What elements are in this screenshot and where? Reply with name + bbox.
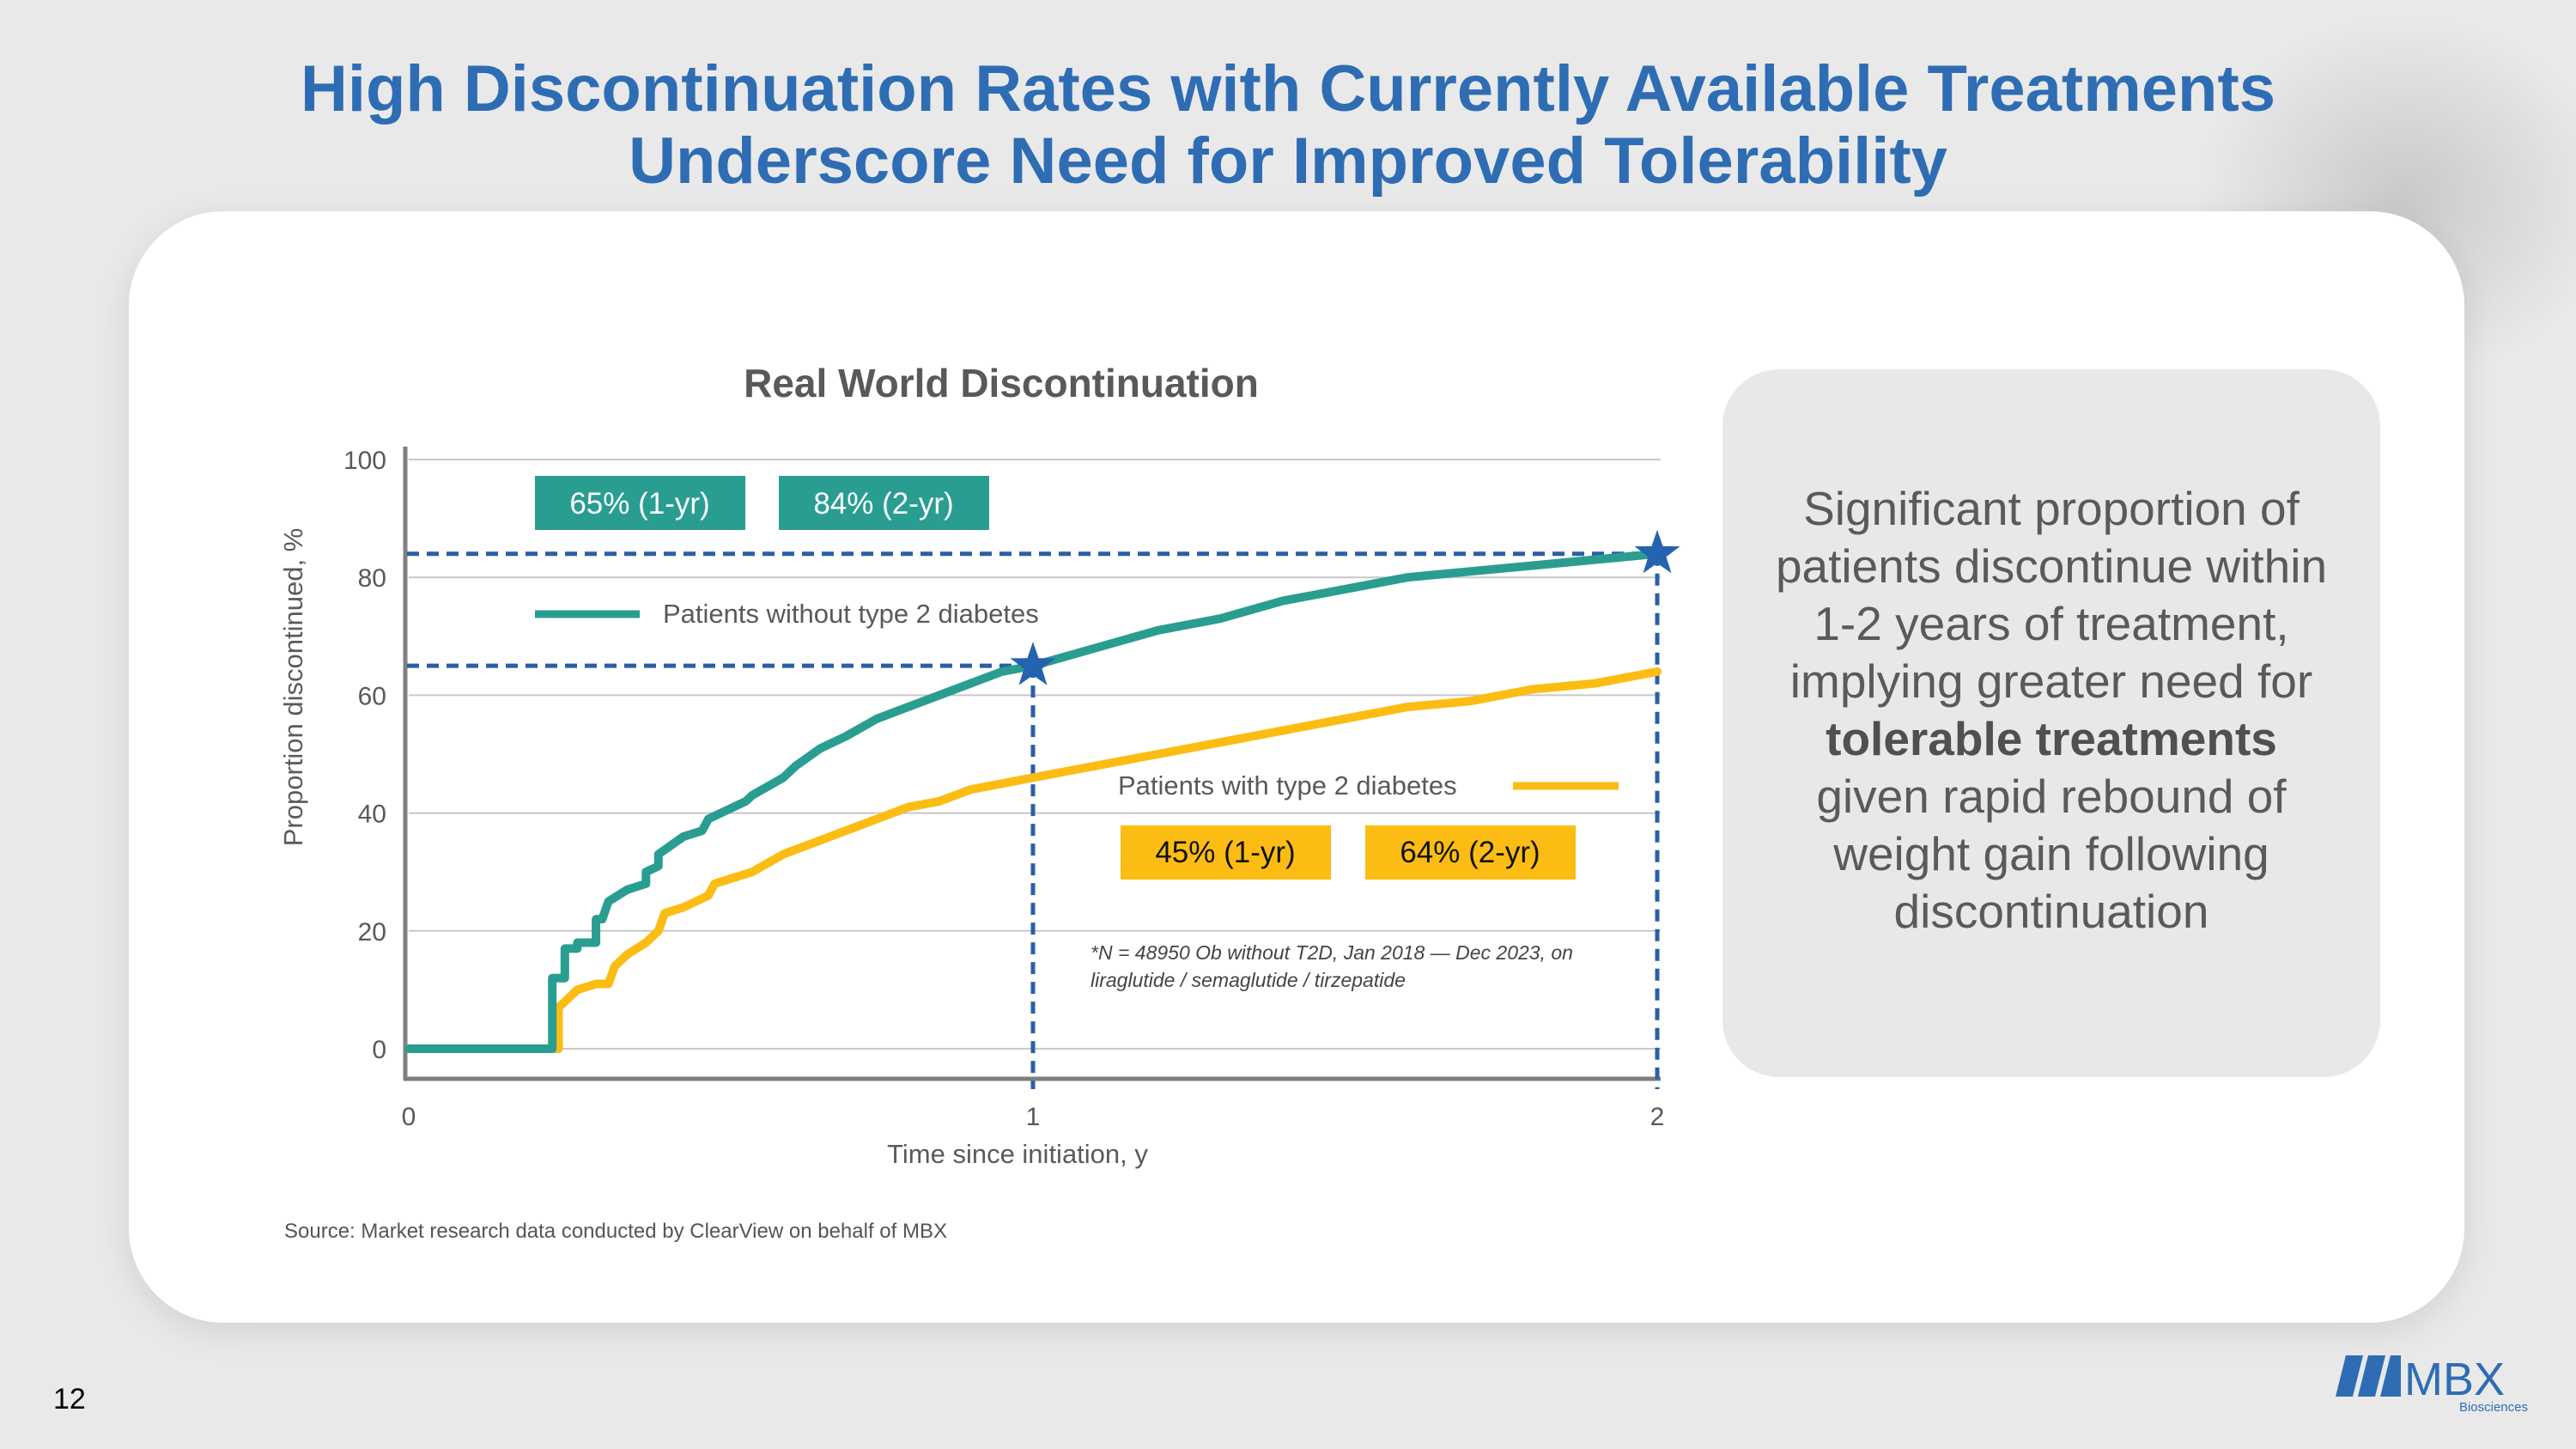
yellow-series-line xyxy=(404,667,1662,1053)
y-tick-label: 40 xyxy=(358,801,386,829)
page-title-line2: Underscore Need for Improved Tolerabilit… xyxy=(629,125,1947,198)
page-number: 12 xyxy=(53,1383,86,1416)
yellow-2yr-badge xyxy=(1365,825,1576,880)
teal-2yr-badge xyxy=(779,476,989,530)
teal-legend-label: Patients without type 2 diabetes xyxy=(663,599,1039,629)
mbx-logo-mark-icon xyxy=(2336,1355,2401,1397)
page-title: High Discontinuation Rates with Currentl… xyxy=(0,53,2576,198)
teal-series-line xyxy=(404,549,1662,1053)
mbx-logo: MBX Biosciences xyxy=(2336,1354,2528,1414)
teal-1yr-badge xyxy=(535,476,745,530)
key-insight-panel: Significant proportion of patients disco… xyxy=(1722,369,2380,1077)
source-note: Source: Market research data conducted b… xyxy=(284,1220,947,1243)
star-marker-icon xyxy=(1634,529,1680,574)
insight-line: given rapid rebound of xyxy=(1816,770,2287,823)
chart-footnote-line1: *N = 48950 Ob without T2D, Jan 2018 — De… xyxy=(1091,941,1573,964)
yellow-1yr-label: 45% (1-yr) xyxy=(1155,836,1295,869)
insight-line: 1-2 years of treatment, xyxy=(1814,597,2289,650)
page-title-line1: High Discontinuation Rates with Currentl… xyxy=(300,52,2276,125)
x-tick-label: 1 xyxy=(1026,1103,1041,1131)
mbx-logo-text: MBX xyxy=(2404,1354,2505,1405)
insight-emphasis: tolerable treatments xyxy=(1826,712,2277,765)
teal-2yr-label: 84% (2-yr) xyxy=(813,487,953,521)
y-tick-label: 0 xyxy=(372,1036,386,1064)
insight-line: patients discontinue within xyxy=(1775,539,2328,593)
mbx-logo-subtext: Biosciences xyxy=(2459,1400,2528,1414)
x-axis-label: Time since initiation, y xyxy=(887,1139,1148,1169)
insight-line: Significant proportion of xyxy=(1803,482,2300,535)
x-tick-label: 0 xyxy=(402,1103,416,1131)
chart-footnote-line2: liraglutide / semaglutide / tirzepatide xyxy=(1091,969,1406,991)
insight-line: discontinuation xyxy=(1893,885,2209,938)
teal-1yr-label: 65% (1-yr) xyxy=(569,487,709,521)
insight-line: weight gain following xyxy=(1833,827,2269,880)
y-tick-label: 60 xyxy=(358,682,386,710)
yellow-1yr-badge xyxy=(1121,825,1331,880)
star-marker-icon xyxy=(1010,642,1056,685)
x-tick-label: 2 xyxy=(1650,1103,1665,1131)
y-tick-label: 100 xyxy=(343,447,386,475)
y-tick-label: 20 xyxy=(358,918,386,947)
insight-line: implying greater need for xyxy=(1789,654,2313,708)
yellow-legend-label: Patients with type 2 diabetes xyxy=(1118,770,1457,801)
key-insight-text: Significant proportion of patients disco… xyxy=(1741,480,2361,941)
y-tick-label: 80 xyxy=(358,564,386,593)
yellow-2yr-label: 64% (2-yr) xyxy=(1400,836,1540,869)
y-axis-label: Proportion discontinued, % xyxy=(278,528,308,847)
chart-title: Real World Discontinuation xyxy=(744,361,1259,405)
